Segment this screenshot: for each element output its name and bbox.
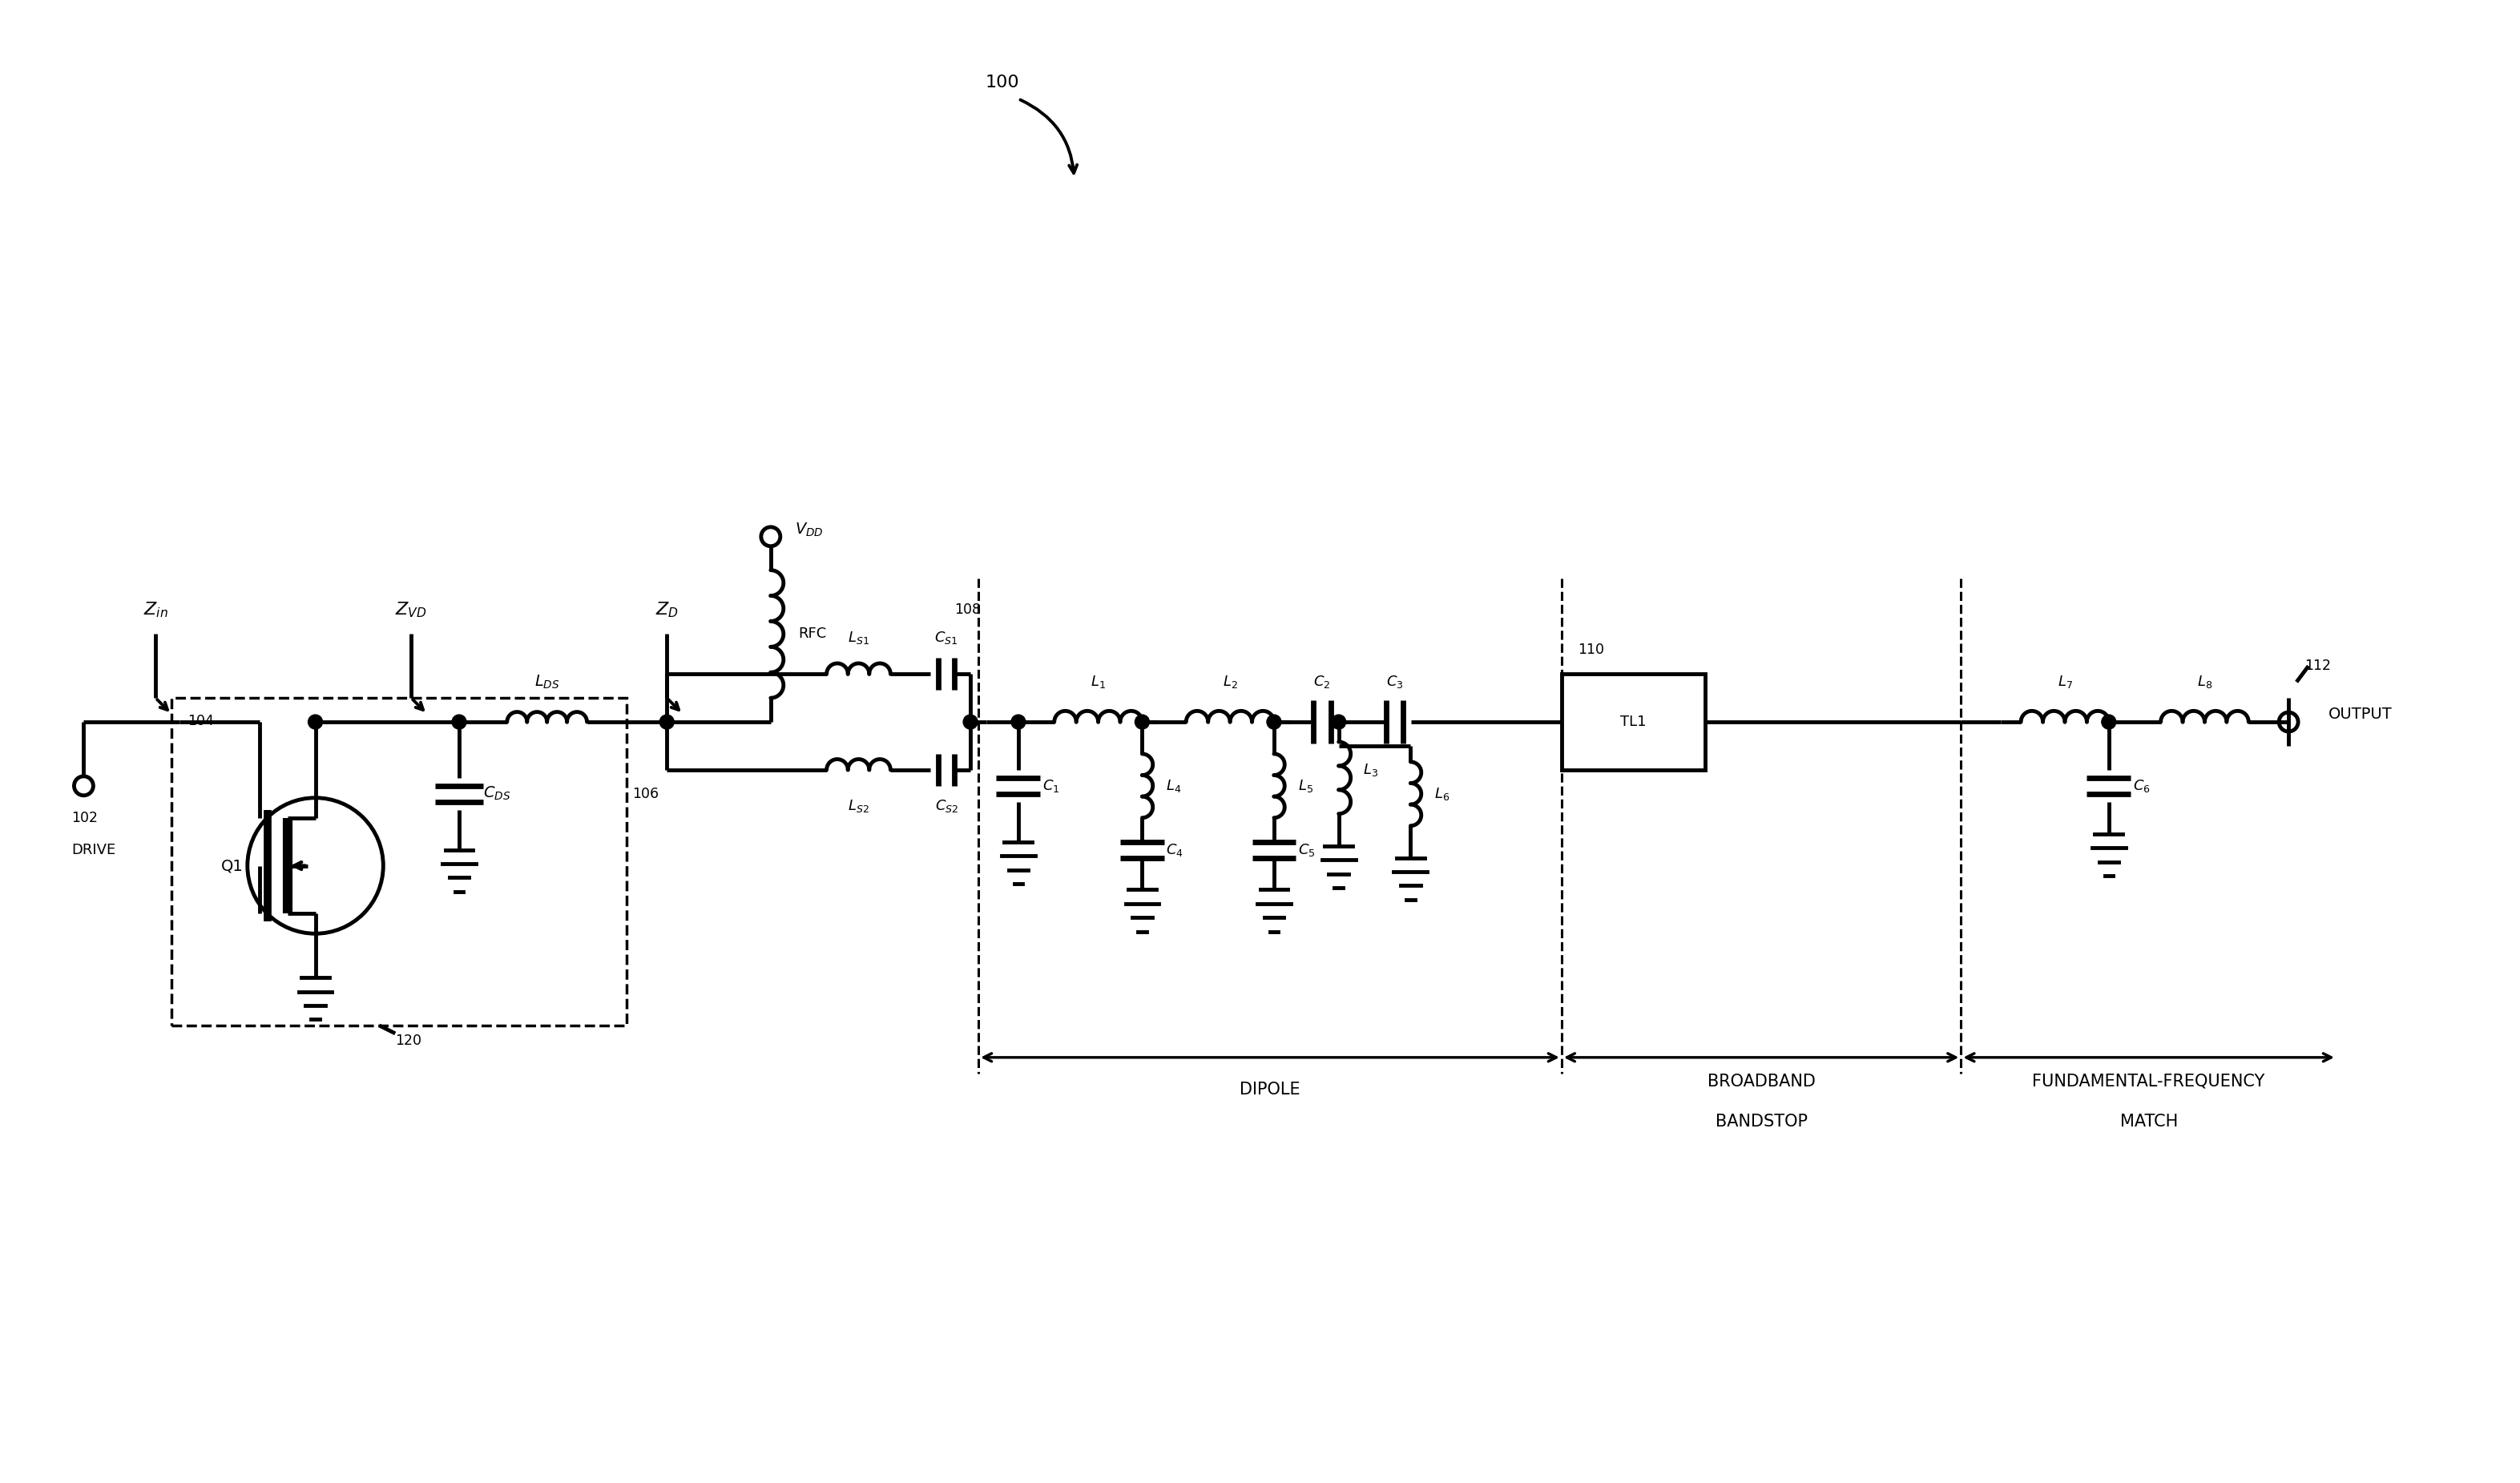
Text: $L_3$: $L_3$ bbox=[1363, 762, 1378, 779]
Text: 110: 110 bbox=[1578, 642, 1605, 657]
Text: $L_6$: $L_6$ bbox=[1434, 786, 1449, 802]
Text: $C_5$: $C_5$ bbox=[1298, 842, 1315, 857]
Text: RFC: RFC bbox=[799, 627, 827, 641]
Text: 100: 100 bbox=[985, 74, 1021, 90]
Circle shape bbox=[451, 715, 466, 730]
Bar bbox=[171, 698, 627, 1025]
Text: $L_7$: $L_7$ bbox=[2056, 673, 2071, 690]
Circle shape bbox=[307, 715, 323, 730]
Text: 104: 104 bbox=[186, 713, 214, 728]
Text: $Z_D$: $Z_D$ bbox=[655, 601, 678, 620]
Text: 112: 112 bbox=[2303, 658, 2331, 673]
Text: $L_{S1}$: $L_{S1}$ bbox=[847, 630, 869, 647]
Text: BANDSTOP: BANDSTOP bbox=[1716, 1114, 1807, 1130]
Text: $Z_{VD}$: $Z_{VD}$ bbox=[396, 601, 426, 620]
Text: $L_8$: $L_8$ bbox=[2197, 673, 2213, 690]
Circle shape bbox=[963, 715, 978, 730]
Text: DRIVE: DRIVE bbox=[71, 842, 116, 857]
Text: $C_{S2}$: $C_{S2}$ bbox=[935, 798, 958, 814]
Circle shape bbox=[2102, 715, 2117, 730]
Text: $V_{DD}$: $V_{DD}$ bbox=[794, 522, 824, 538]
Text: $L_1$: $L_1$ bbox=[1091, 673, 1106, 690]
Text: $C_1$: $C_1$ bbox=[1043, 777, 1058, 793]
Text: DIPOLE: DIPOLE bbox=[1240, 1081, 1300, 1097]
Text: $C_4$: $C_4$ bbox=[1167, 842, 1184, 857]
Text: BROADBAND: BROADBAND bbox=[1706, 1074, 1814, 1090]
Text: 106: 106 bbox=[633, 786, 658, 801]
Text: $L_2$: $L_2$ bbox=[1222, 673, 1237, 690]
Text: $L_{DS}$: $L_{DS}$ bbox=[534, 673, 559, 691]
Text: 102: 102 bbox=[71, 811, 98, 825]
Text: $L_5$: $L_5$ bbox=[1298, 777, 1313, 793]
Text: $C_{DS}$: $C_{DS}$ bbox=[484, 786, 512, 802]
Text: TL1: TL1 bbox=[1620, 715, 1646, 730]
Text: 120: 120 bbox=[396, 1034, 421, 1048]
Circle shape bbox=[1268, 715, 1280, 730]
Text: $C_6$: $C_6$ bbox=[2132, 777, 2150, 793]
Circle shape bbox=[660, 715, 673, 730]
Text: OUTPUT: OUTPUT bbox=[2328, 706, 2391, 722]
Text: $C_{S1}$: $C_{S1}$ bbox=[935, 630, 958, 647]
Text: 108: 108 bbox=[955, 604, 980, 617]
Text: $L_{S2}$: $L_{S2}$ bbox=[847, 798, 869, 814]
Bar bbox=[1562, 673, 1706, 770]
Text: $C_3$: $C_3$ bbox=[1386, 673, 1404, 690]
Text: MATCH: MATCH bbox=[2119, 1114, 2177, 1130]
Text: $Z_{in}$: $Z_{in}$ bbox=[144, 601, 169, 620]
Text: $C_2$: $C_2$ bbox=[1313, 673, 1331, 690]
Circle shape bbox=[1011, 715, 1026, 730]
Circle shape bbox=[1331, 715, 1346, 730]
Circle shape bbox=[1134, 715, 1149, 730]
Text: Q1: Q1 bbox=[222, 859, 244, 873]
Text: FUNDAMENTAL-FREQUENCY: FUNDAMENTAL-FREQUENCY bbox=[2034, 1074, 2265, 1090]
Text: $L_4$: $L_4$ bbox=[1167, 777, 1182, 793]
